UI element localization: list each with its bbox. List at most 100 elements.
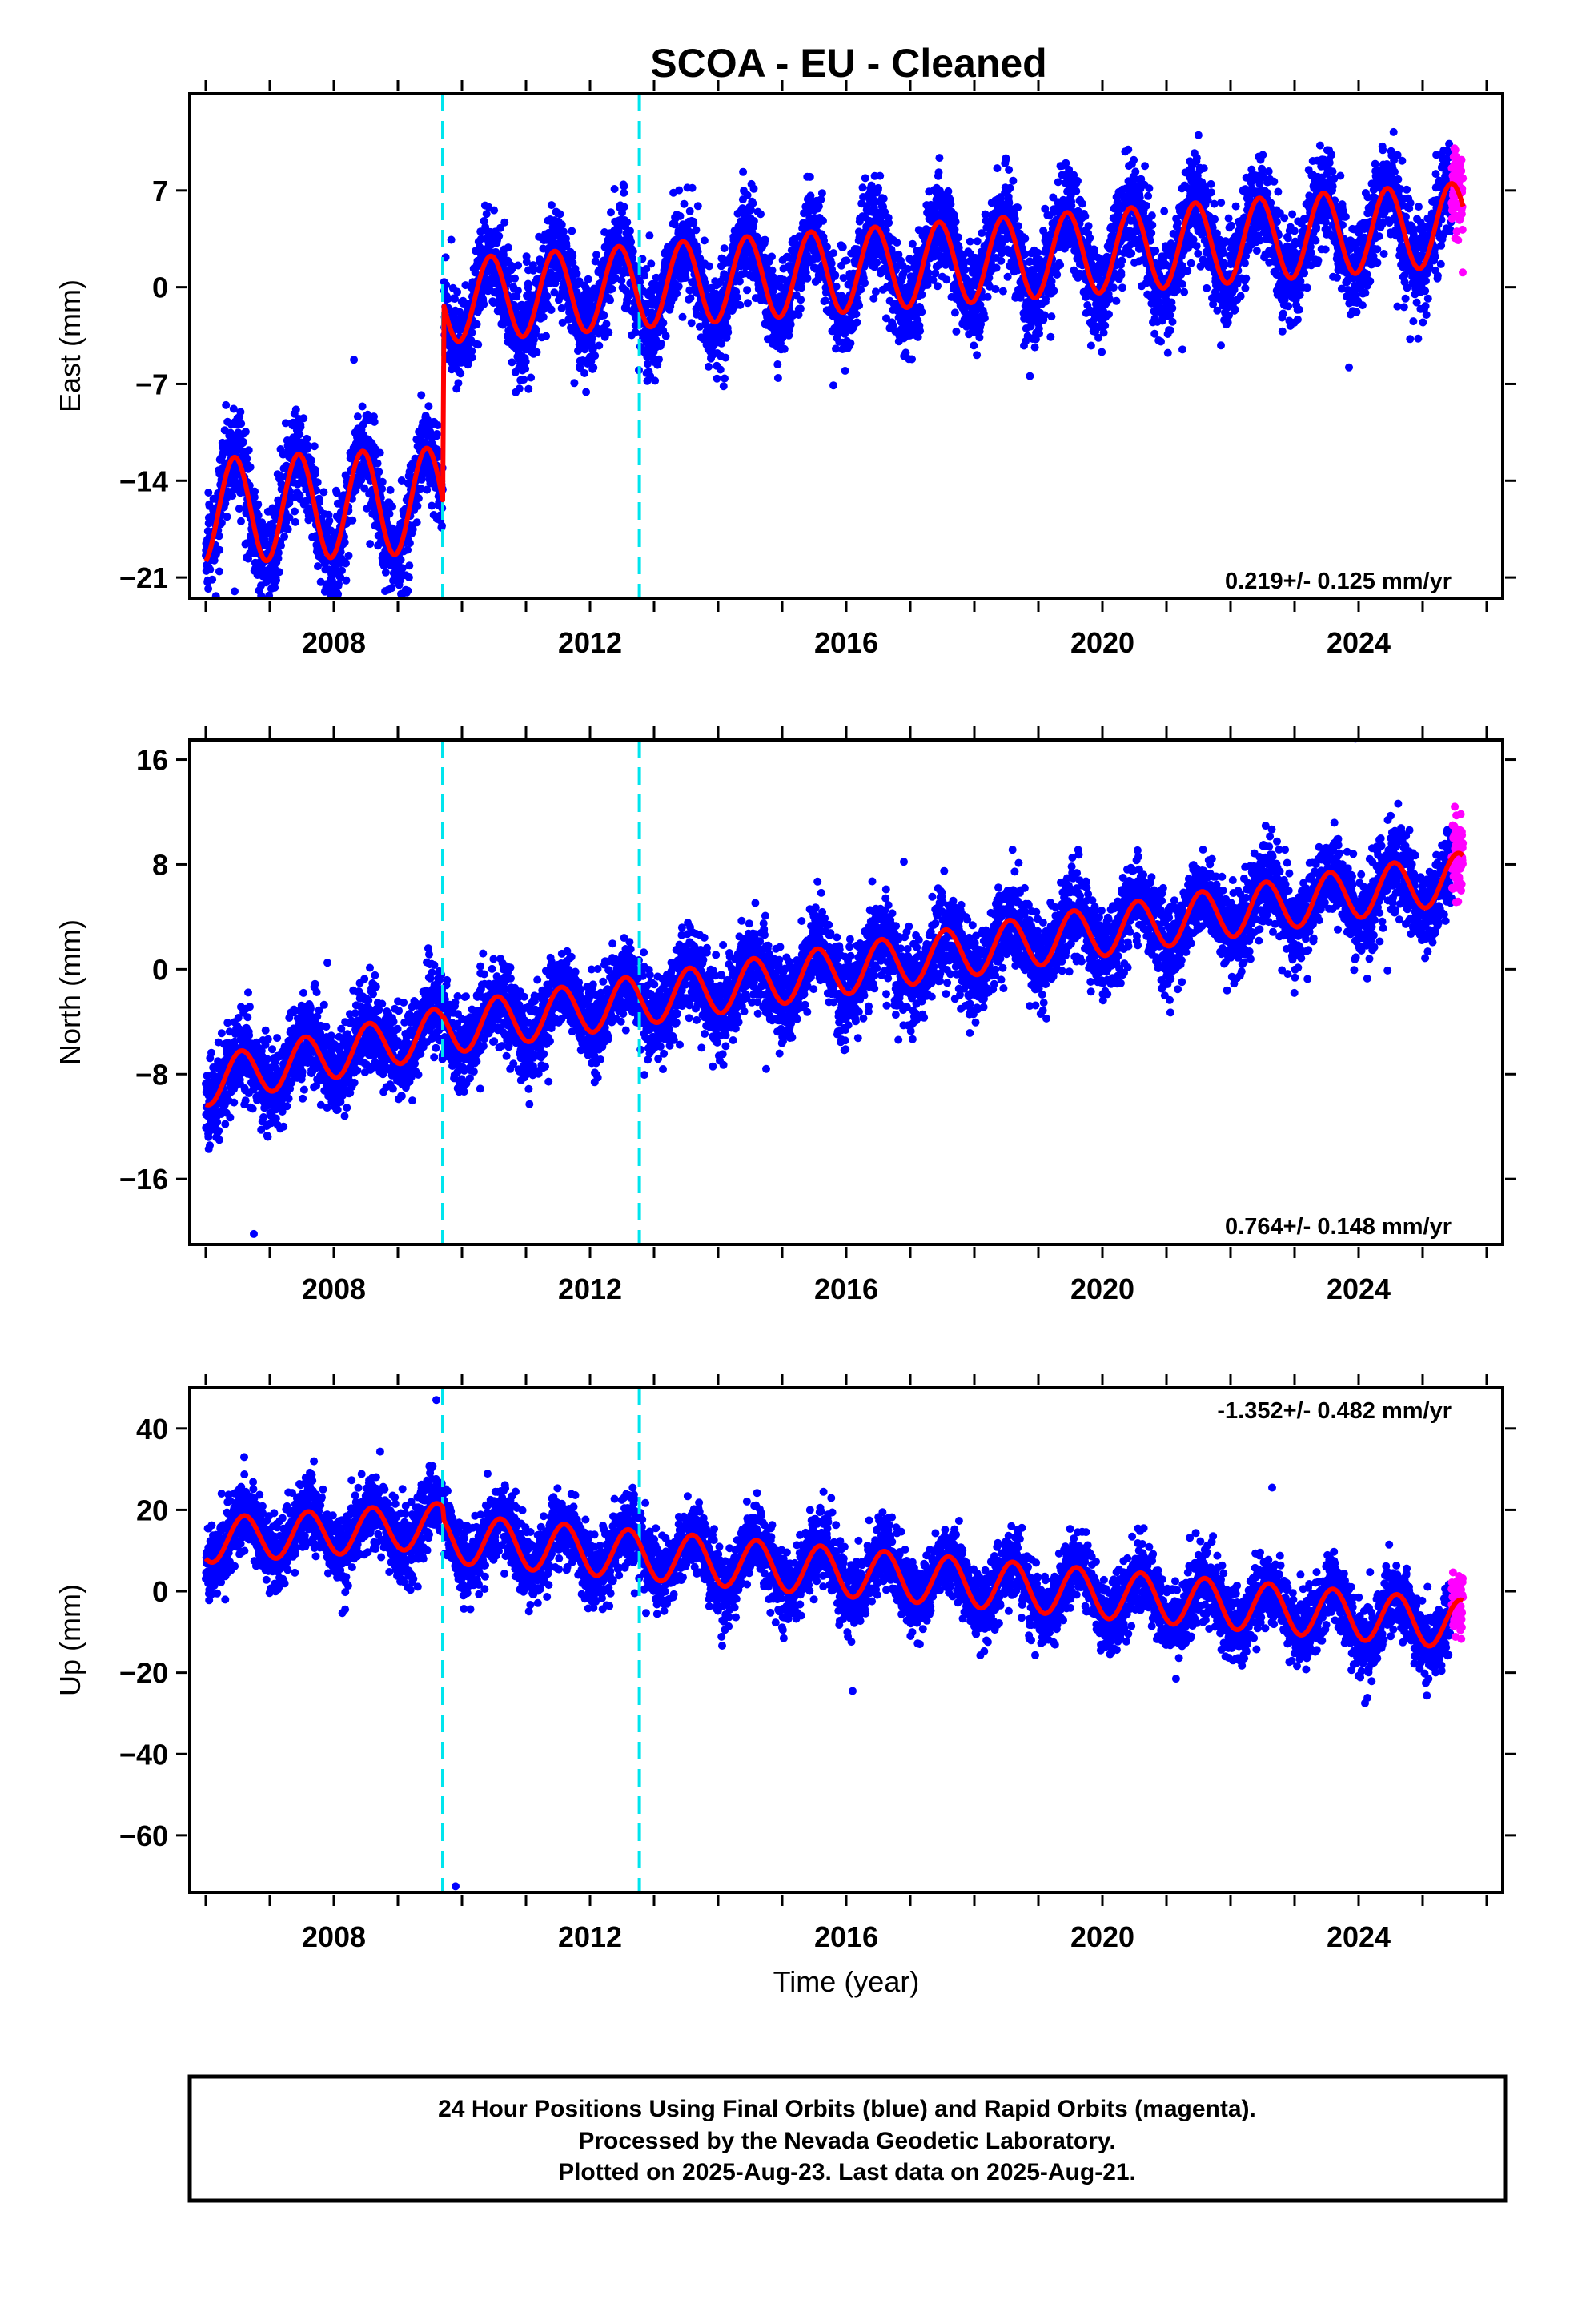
east-final-point	[917, 290, 926, 299]
east-final-point	[735, 277, 744, 286]
east-final-point	[295, 430, 304, 439]
east-final-point	[524, 384, 533, 393]
east-final-point	[572, 269, 581, 278]
east-final-point	[521, 364, 530, 373]
east-final-point	[215, 567, 223, 576]
east-final-point	[998, 287, 1007, 296]
east-final-point	[547, 306, 556, 314]
east-final-point	[241, 428, 250, 436]
east-plot-area	[202, 94, 1468, 598]
east-final-point	[404, 573, 413, 581]
east-final-point	[472, 320, 481, 328]
east-final-point	[600, 311, 608, 320]
east-final-point	[985, 274, 994, 282]
east-final-point	[312, 486, 321, 495]
east-final-point	[543, 292, 552, 300]
east-final-point	[338, 566, 346, 575]
east-final-point	[934, 282, 942, 291]
east-final-point	[532, 348, 541, 356]
east-final-point	[237, 517, 245, 525]
east-final-point	[272, 576, 280, 585]
east-final-point	[447, 235, 456, 244]
east-final-point	[876, 171, 885, 180]
east-final-point	[405, 539, 414, 548]
east-final-point	[204, 489, 213, 497]
east-final-point	[281, 419, 290, 428]
east-final-point	[1003, 272, 1012, 281]
east-final-point	[796, 304, 805, 313]
east-final-point	[223, 513, 231, 521]
east-final-point	[340, 538, 349, 547]
east-final-point	[514, 261, 523, 270]
east-final-point	[817, 189, 826, 198]
east-final-point	[388, 502, 396, 511]
east-final-point	[983, 292, 992, 301]
east-final-point	[606, 296, 615, 304]
east-final-point	[206, 565, 215, 574]
east-final-point	[353, 412, 362, 421]
east-final-point	[946, 200, 955, 209]
east-final-point	[831, 271, 840, 279]
east-final-point	[874, 183, 882, 192]
east-final-point	[1047, 277, 1056, 286]
east-final-point	[366, 540, 375, 549]
east-final-point	[620, 203, 628, 211]
east-final-point	[311, 469, 319, 478]
east-final-point	[342, 559, 350, 568]
east-final-point	[1050, 287, 1058, 296]
east-final-point	[1021, 234, 1030, 243]
east-final-point	[453, 287, 462, 296]
east-final-point	[952, 327, 961, 336]
east-final-point	[299, 414, 308, 423]
east-final-point	[970, 341, 978, 350]
east-final-point	[1002, 154, 1010, 163]
east-final-point	[414, 494, 423, 503]
east-final-point	[277, 541, 285, 550]
east-final-point	[432, 430, 441, 438]
east-final-point	[992, 263, 1001, 272]
east-final-point	[852, 310, 861, 319]
east-final-point	[215, 532, 223, 541]
east-final-point	[222, 400, 231, 409]
east-final-point	[204, 585, 213, 593]
east-final-point	[582, 388, 591, 396]
east-final-point	[749, 199, 757, 207]
east-final-point	[336, 548, 345, 557]
east-final-point	[275, 568, 283, 577]
east-final-point	[797, 296, 805, 304]
east-final-point	[271, 583, 279, 592]
east-final-point	[861, 279, 869, 287]
east-final-point	[645, 231, 654, 240]
east-final-point	[413, 501, 422, 510]
east-final-point	[589, 364, 598, 372]
east-final-point	[885, 219, 893, 227]
east-final-point	[749, 184, 758, 193]
east-final-point	[853, 318, 861, 327]
east-final-point	[307, 456, 315, 464]
east-final-point	[676, 211, 685, 220]
east-final-point	[823, 243, 831, 251]
east-final-point	[348, 516, 357, 525]
east-final-point	[1020, 250, 1029, 259]
east-final-point	[655, 355, 663, 364]
east-final-point	[773, 360, 782, 368]
east-final-point	[456, 369, 465, 378]
east-final-point	[404, 586, 412, 595]
east-final-point	[246, 463, 255, 472]
east-final-point	[408, 525, 417, 533]
east-final-point	[513, 286, 522, 295]
east-final-point	[908, 239, 917, 248]
east-final-point	[973, 237, 982, 246]
east-final-point	[557, 220, 566, 229]
east-final-point	[396, 556, 405, 564]
east-final-point	[861, 174, 869, 183]
east-final-point	[1009, 176, 1018, 185]
east-final-point	[873, 259, 881, 267]
east-final-point	[700, 236, 709, 245]
east-final-point	[768, 252, 776, 261]
east-final-point	[433, 421, 442, 429]
east-final-point	[610, 185, 619, 193]
east-final-point	[733, 293, 741, 302]
east-final-point	[685, 207, 694, 215]
east-final-point	[686, 294, 695, 303]
